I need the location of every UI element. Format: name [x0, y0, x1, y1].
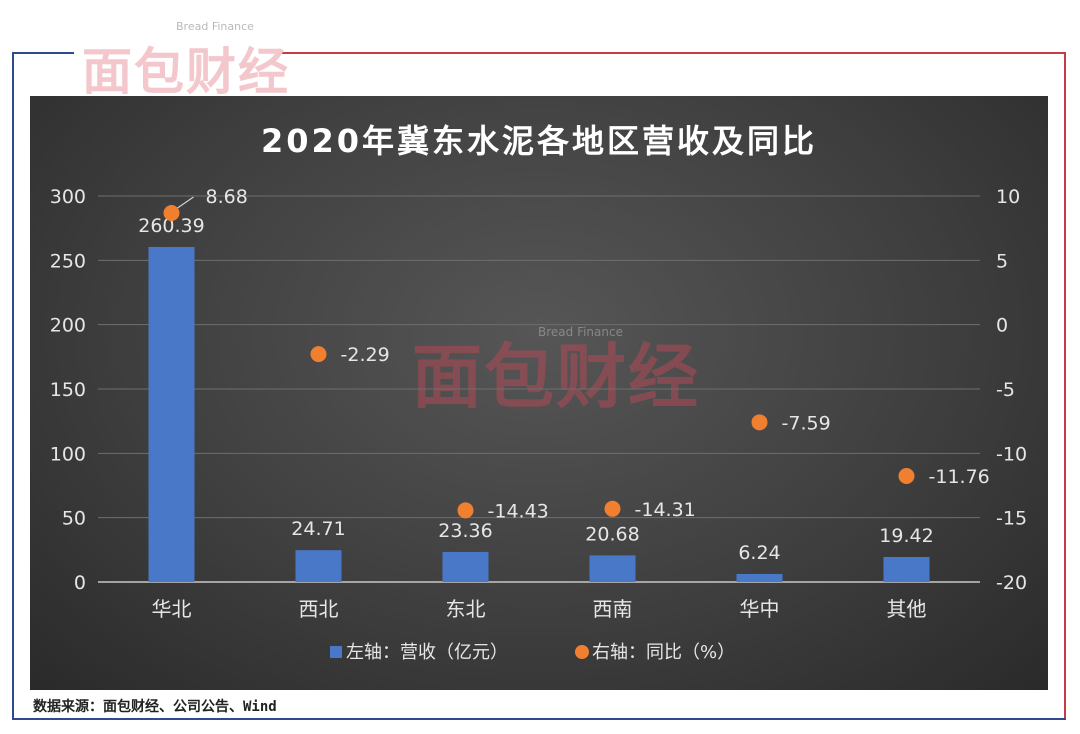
brand-logo: 面包财经 Bread Finance	[76, 14, 288, 101]
category-label: 华北	[152, 597, 192, 621]
yoy-value-label: -2.29	[341, 344, 390, 366]
yoy-point	[457, 502, 474, 519]
category-label: 西南	[593, 597, 633, 621]
chart-title: 2020年冀东水泥各地区营收及同比	[261, 122, 817, 160]
watermark-logo-subtext: Bread Finance	[538, 325, 623, 339]
frame-top-left-line	[12, 52, 74, 54]
category-label: 华中	[740, 597, 780, 621]
right-axis-tick-label: 10	[996, 186, 1020, 208]
yoy-point	[310, 346, 327, 363]
right-axis-tick-label: -15	[996, 508, 1027, 530]
category-label: 东北	[446, 597, 486, 621]
brand-logo-text: 面包财经	[82, 43, 290, 101]
legend-dot-label: 右轴：同比（%）	[592, 642, 735, 663]
frame-bottom-line	[12, 718, 1066, 720]
right-axis-tick-label: -10	[996, 443, 1027, 465]
frame-top-right-line	[280, 52, 1066, 54]
left-axis-tick-label: 100	[50, 443, 86, 465]
yoy-point	[898, 467, 915, 484]
bar-value-label: 20.68	[585, 523, 639, 545]
brand-logo-subtext: Bread Finance	[176, 20, 254, 33]
left-axis-tick-label: 300	[50, 186, 86, 208]
bar-value-label: 19.42	[879, 525, 933, 547]
frame-right-line	[1064, 52, 1066, 720]
category-label: 西北	[299, 597, 339, 621]
bar	[442, 551, 489, 582]
bar	[148, 246, 195, 583]
yoy-value-label: -14.43	[488, 500, 549, 522]
left-axis-tick-label: 0	[74, 572, 86, 594]
yoy-value-label: -11.76	[929, 466, 990, 488]
bar	[295, 550, 342, 582]
bar-value-label: 23.36	[438, 520, 492, 542]
left-axis-tick-label: 50	[62, 508, 86, 530]
frame-left-line	[12, 52, 14, 720]
legend-bar-label: 左轴：营收（亿元）	[346, 642, 508, 663]
right-axis-tick-label: 0	[996, 315, 1008, 337]
yoy-value-label: 8.68	[206, 186, 248, 208]
yoy-point	[751, 414, 768, 431]
legend-bar-swatch	[330, 646, 342, 658]
category-label: 其他	[887, 597, 927, 621]
yoy-point	[163, 204, 180, 221]
legend-dot-swatch	[575, 645, 589, 659]
left-axis-tick-label: 150	[50, 379, 86, 401]
data-label-leader	[177, 196, 194, 209]
left-axis-tick-label: 200	[50, 315, 86, 337]
bar-value-label: 24.71	[291, 518, 345, 540]
watermark-logo-text: 面包财经	[412, 336, 700, 418]
yoy-value-label: -14.31	[635, 499, 696, 521]
right-axis-tick-label: -20	[996, 572, 1027, 594]
bar	[736, 573, 783, 582]
bar	[883, 557, 930, 582]
yoy-value-label: -7.59	[782, 412, 831, 434]
bar-value-label: 260.39	[138, 215, 204, 237]
right-axis-tick-label: 5	[996, 250, 1008, 272]
right-axis-tick-label: -5	[996, 379, 1015, 401]
chart-panel: 面包财经 Bread Finance 2020年冀东水泥各地区营收及同比 0 50 100…	[30, 96, 1048, 690]
bar	[589, 555, 636, 582]
source-note: 数据来源：面包财经、公司公告、Wind	[33, 699, 277, 715]
bar-value-label: 6.24	[738, 542, 780, 564]
left-axis-tick-label: 250	[50, 250, 86, 272]
yoy-point	[604, 500, 621, 517]
